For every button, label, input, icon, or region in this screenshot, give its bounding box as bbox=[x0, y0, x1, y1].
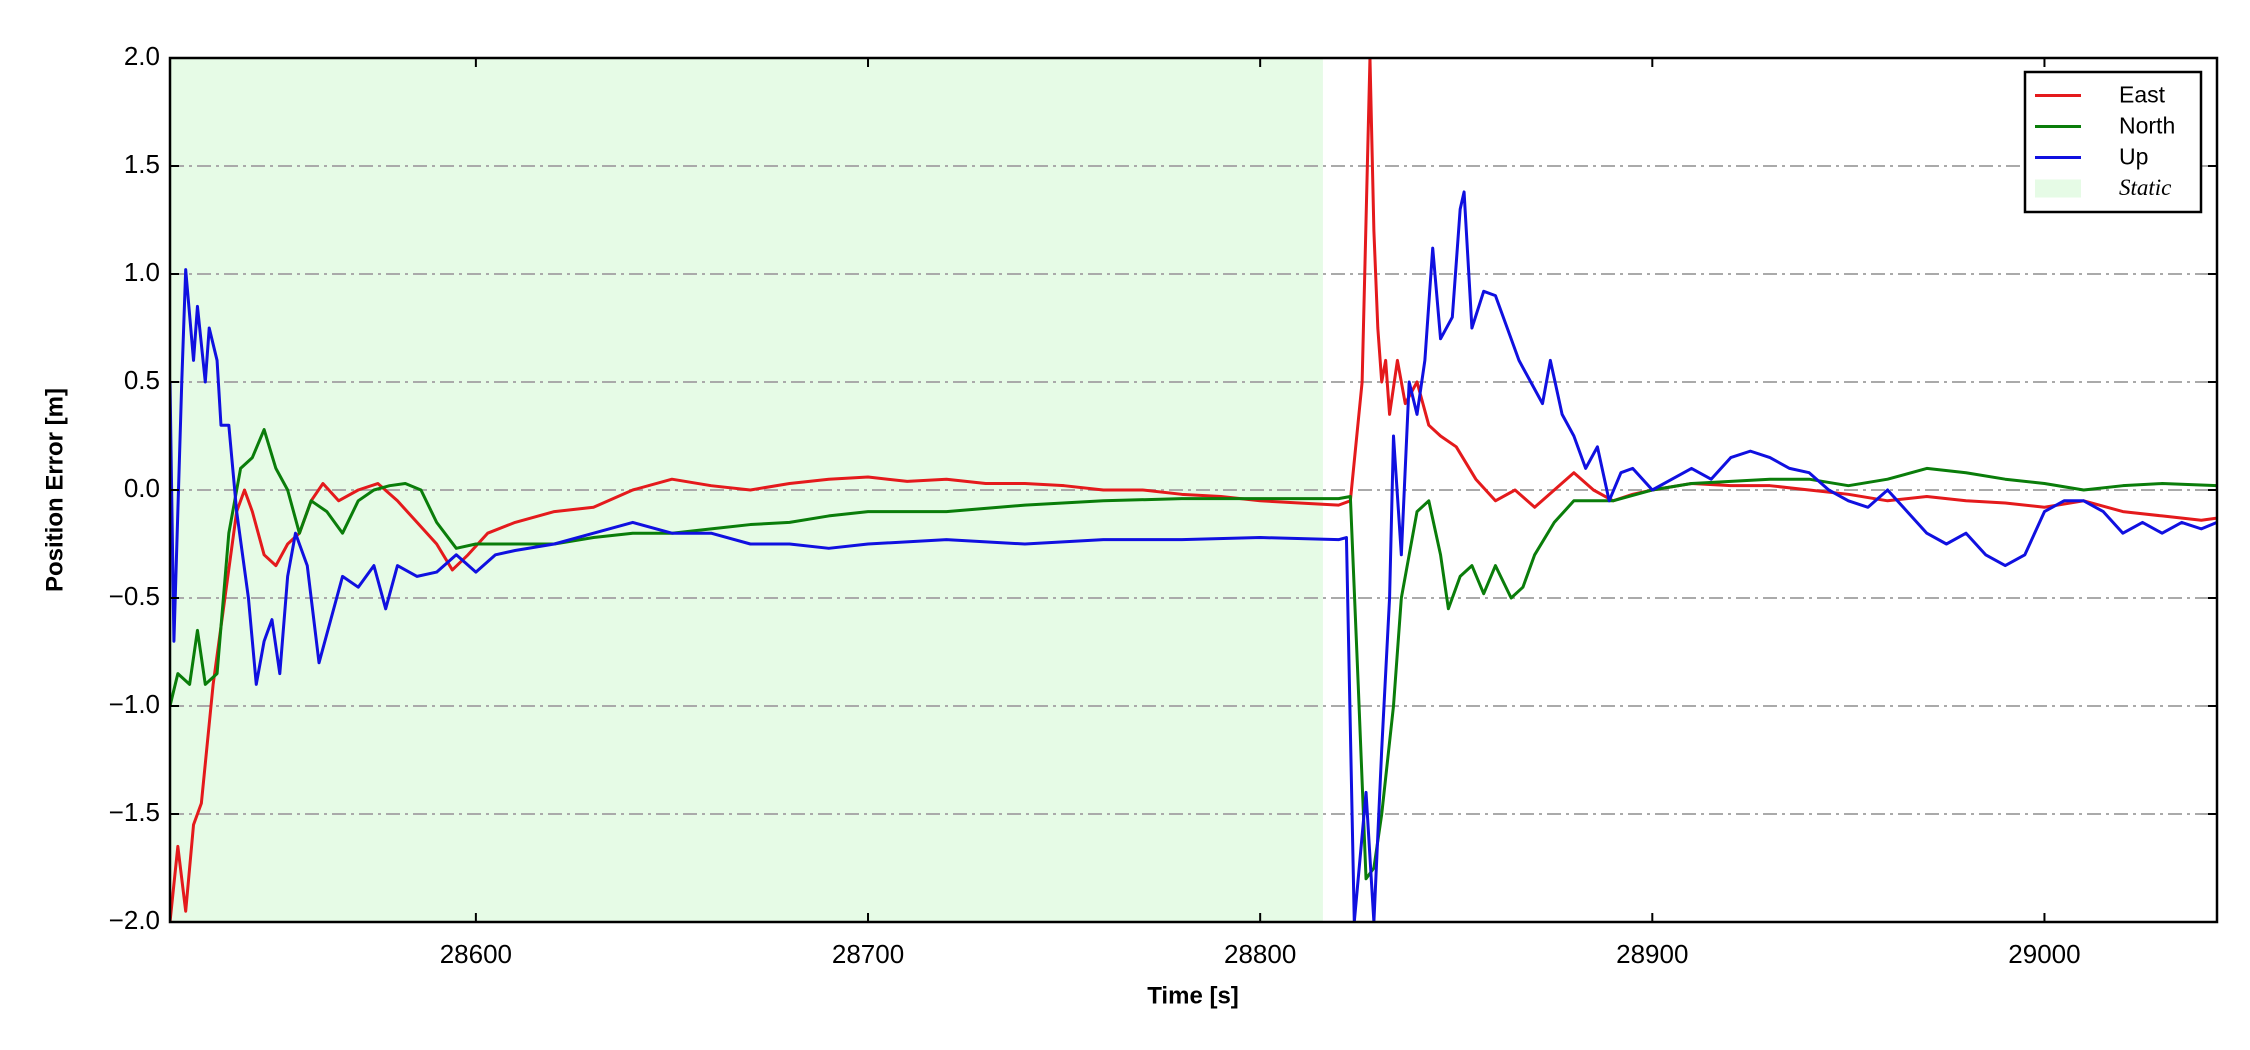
x-tick-label: 28800 bbox=[1224, 939, 1296, 969]
y-tick-label: −1.5 bbox=[109, 797, 160, 827]
y-tick-label: −2.0 bbox=[109, 905, 160, 935]
y-tick-label: 0.5 bbox=[124, 365, 160, 395]
x-tick-label: 29000 bbox=[2008, 939, 2080, 969]
y-tick-label: −1.0 bbox=[109, 689, 160, 719]
y-tick-label: −0.5 bbox=[109, 581, 160, 611]
x-tick-label: 28700 bbox=[832, 939, 904, 969]
x-axis-label: Time [s] bbox=[1147, 982, 1239, 1009]
x-tick-label: 28900 bbox=[1616, 939, 1688, 969]
legend-label: Up bbox=[2119, 144, 2148, 170]
legend-swatch bbox=[2035, 179, 2081, 198]
x-tick-label: 28600 bbox=[440, 939, 512, 969]
legend-label: Static bbox=[2119, 175, 2171, 200]
y-tick-label: 2.0 bbox=[124, 41, 160, 71]
series-line bbox=[170, 428, 2217, 881]
y-tick-label: 0.0 bbox=[124, 473, 160, 503]
plot-background bbox=[170, 57, 2217, 923]
y-tick-label: 1.0 bbox=[124, 257, 160, 287]
axes: −2.0 −1.5 −1.0 −0.5 0.0 0.5 1.0 1.5 2.0 28600 2870… bbox=[109, 41, 2217, 969]
legend: East North Up Static bbox=[2023, 70, 2203, 214]
y-axis-label: Position Error [m] bbox=[41, 388, 68, 592]
legend-label: East bbox=[2119, 82, 2166, 108]
series-line bbox=[170, 190, 2217, 922]
plot-lines bbox=[170, 58, 2217, 922]
legend-label: North bbox=[2119, 113, 2175, 139]
y-tick-label: 1.5 bbox=[124, 149, 160, 179]
